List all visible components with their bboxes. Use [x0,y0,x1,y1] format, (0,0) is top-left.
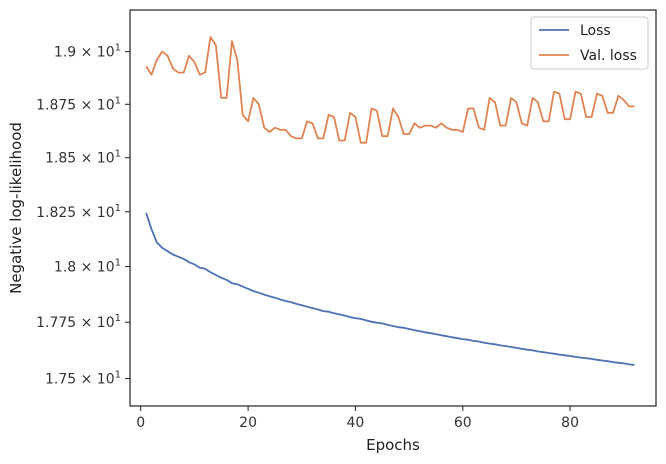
x-tick-label: 80 [561,415,579,431]
x-tick-label: 0 [136,415,145,431]
x-tick-label: 60 [454,415,472,431]
legend: Loss Val. loss [530,16,649,70]
y-tick-label: 1.9 × 101 [54,43,121,61]
y-tick-label: 1.85 × 101 [45,149,121,167]
plot-frame [129,9,657,407]
y-axis-ticks: 1.75 × 101 1.775 × 101 1.8 × 101 1.825 × 10… [36,43,130,388]
series-line-loss [145,212,635,366]
y-tick-label: 1.75 × 101 [45,370,121,388]
legend-label-loss: Loss [580,23,611,39]
y-tick-label: 1.775 × 101 [36,313,121,331]
y-axis-label: Negative log-likelihood [7,122,25,294]
y-tick-label: 1.875 × 101 [36,95,121,113]
x-axis-label: Epochs [366,436,420,454]
y-tick-label: 1.8 × 101 [54,258,121,276]
x-tick-label: 20 [239,415,257,431]
x-tick-label: 40 [346,415,364,431]
y-tick-label: 1.825 × 101 [36,203,121,221]
legend-label-val-loss: Val. loss [580,48,637,64]
series-line-val-loss [145,36,635,144]
x-axis-ticks: 0 20 40 60 80 [136,406,579,431]
series-lines [145,36,635,366]
